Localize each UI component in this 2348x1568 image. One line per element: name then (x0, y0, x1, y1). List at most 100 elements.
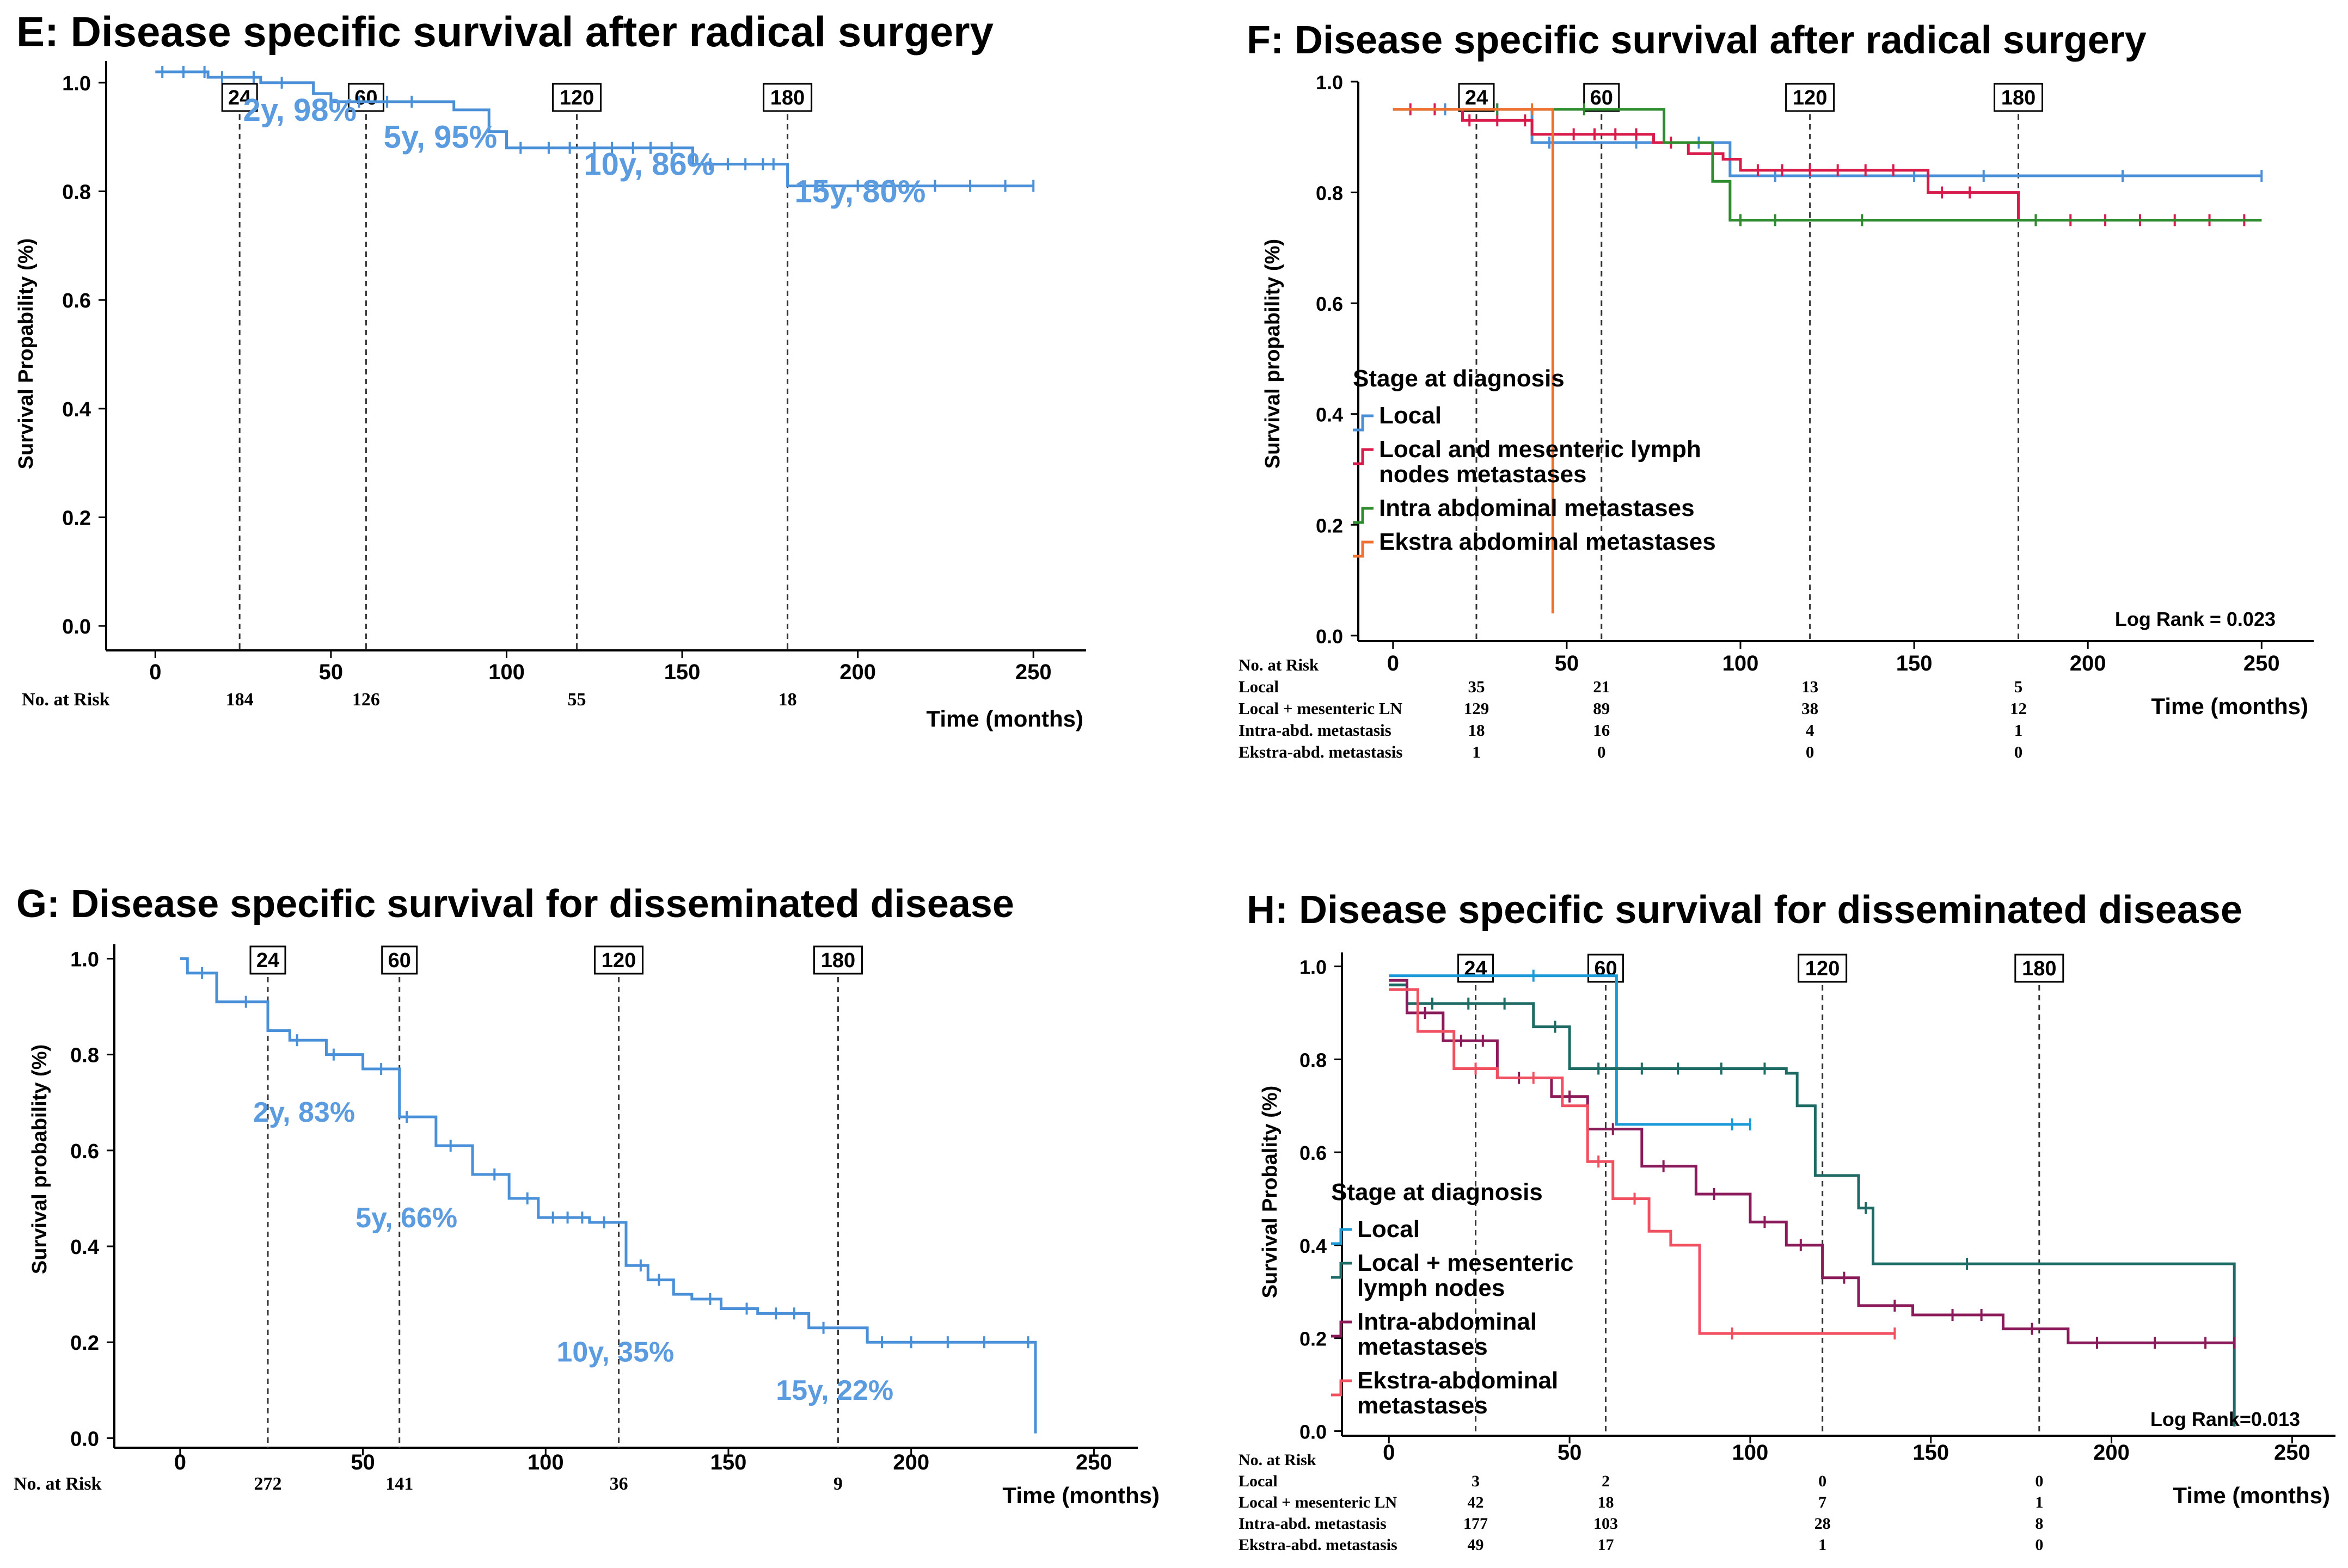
y-axis-label: Survival Probality (%) (1259, 1086, 1282, 1299)
x-tick-label: 200 (893, 1450, 929, 1474)
time-marker-label: 120 (1805, 957, 1840, 980)
y-axis-label: Survival Propability (%) (15, 238, 38, 469)
risk-value: 0 (1806, 742, 1814, 761)
risk-value: 18 (1468, 721, 1485, 740)
x-tick-label: 150 (1896, 651, 1933, 675)
risk-value: 36 (610, 1474, 628, 1494)
survival-annotation: 15y, 22% (776, 1375, 893, 1406)
x-axis-label: Time (months) (926, 706, 1083, 731)
y-tick-label: 0.0 (1316, 625, 1343, 648)
survival-series-3 (1393, 103, 1554, 614)
risk-value: 0 (2035, 1472, 2043, 1490)
x-tick-label: 50 (1558, 1441, 1582, 1465)
chart-panel-f: F: Disease specific survival after radic… (1239, 19, 2314, 761)
chart-panel-e: E: Disease specific survival after radic… (15, 8, 1086, 731)
survival-series-2 (1389, 979, 2236, 1349)
time-marker-box (1457, 954, 1494, 983)
risk-value: 1 (1818, 1536, 1826, 1554)
time-marker-box (1798, 954, 1848, 983)
risk-row-name: Intra-abd. metastasis (1239, 721, 1391, 740)
y-tick-label: 1.0 (62, 72, 91, 95)
risk-value: 272 (254, 1474, 282, 1494)
y-tick-label: 0.0 (62, 616, 91, 638)
x-tick-label: 150 (1912, 1441, 1949, 1465)
y-tick-label: 0.4 (1316, 404, 1343, 426)
survival-annotation: 2y, 83% (253, 1097, 355, 1128)
time-marker-box (552, 83, 602, 112)
time-marker-label: 24 (1465, 87, 1488, 109)
risk-value: 35 (1468, 677, 1485, 696)
chart-title: G: Disease specific survival for dissemi… (16, 882, 1014, 926)
x-tick-label: 250 (2274, 1441, 2310, 1465)
time-marker-label: 60 (1590, 87, 1613, 109)
x-tick-label: 200 (2070, 651, 2106, 675)
x-axis-label: Time (months) (1002, 1483, 1160, 1508)
survival-curve (1389, 979, 2235, 1344)
chart-panel-h: H: Disease specific survival for dissemi… (1239, 888, 2335, 1554)
x-tick-label: 200 (839, 660, 876, 684)
legend-swatch (1353, 414, 1374, 432)
risk-value: 7 (1818, 1493, 1826, 1511)
survival-series-0 (180, 957, 1037, 1434)
y-tick-label: 0.6 (62, 290, 91, 312)
time-marker-box (2014, 954, 2064, 983)
survival-series-0 (155, 65, 1035, 192)
risk-value: 3 (1472, 1472, 1480, 1490)
chart-panel-g: G: Disease specific survival for dissemi… (14, 882, 1160, 1508)
log-rank-label: Log Rank = 0.023 (2115, 608, 2276, 630)
risk-value: 0 (1597, 742, 1606, 761)
risk-value: 42 (1468, 1493, 1484, 1511)
survival-annotation: 5y, 95% (384, 120, 498, 155)
x-tick-label: 0 (1387, 651, 1399, 675)
risk-value: 126 (352, 690, 380, 710)
risk-value: 141 (385, 1474, 413, 1494)
risk-value: 0 (2014, 742, 2023, 761)
x-tick-label: 150 (664, 660, 701, 684)
time-marker-box (594, 945, 644, 975)
log-rank-label: Log Rank=0.013 (2150, 1408, 2300, 1430)
x-axis-label: Time (months) (2173, 1483, 2330, 1508)
y-tick-label: 0.4 (62, 398, 91, 421)
risk-value: 13 (1801, 677, 1818, 696)
time-marker-box (347, 83, 384, 112)
time-marker-box (1994, 83, 2044, 112)
time-marker-label: 180 (821, 949, 855, 972)
legend-label: nodes metastases (1379, 461, 1587, 488)
time-marker-box (1785, 83, 1835, 112)
risk-value: 129 (1464, 699, 1489, 718)
risk-value: 4 (1806, 721, 1814, 740)
y-tick-label: 0.8 (1299, 1049, 1327, 1071)
legend-label: Local + mesenteric (1357, 1250, 1573, 1276)
legend-swatch (1331, 1320, 1352, 1338)
legend-label: Local (1379, 402, 1442, 429)
chart-title: F: Disease specific survival after radic… (1247, 19, 2147, 62)
x-tick-label: 250 (2243, 651, 2280, 675)
risk-value: 89 (1593, 699, 1610, 718)
time-marker-box (1583, 83, 1620, 112)
risk-value: 177 (1463, 1515, 1488, 1533)
time-marker-box (813, 945, 863, 975)
time-marker-label: 60 (388, 949, 411, 972)
survival-curve (1393, 108, 1554, 614)
risk-value: 18 (1597, 1493, 1614, 1511)
risk-value: 55 (568, 690, 586, 710)
legend-title: Stage at diagnosis (1353, 365, 1565, 392)
y-tick-label: 0.8 (70, 1044, 99, 1067)
risk-value: 21 (1593, 677, 1610, 696)
risk-value: 1 (2035, 1493, 2043, 1511)
time-marker-label: 180 (770, 87, 805, 109)
legend-swatch (1353, 540, 1374, 558)
risk-row-name: Local (1239, 1472, 1278, 1490)
y-axis-label: Survival probability (%) (28, 1044, 51, 1274)
survival-curve (1389, 988, 1895, 1335)
y-tick-label: 0.6 (1316, 293, 1343, 315)
time-marker-label: 24 (256, 949, 279, 972)
y-tick-label: 0.8 (62, 181, 91, 204)
risk-value: 49 (1468, 1536, 1484, 1554)
risk-row-name: Local + mesenteric LN (1239, 699, 1402, 718)
legend-label: Intra abdominal metastases (1379, 495, 1695, 521)
risk-table-title: No. at Risk (1239, 655, 1319, 674)
time-marker-label: 120 (560, 87, 594, 109)
risk-value: 103 (1593, 1515, 1618, 1533)
legend-label: Local (1357, 1216, 1420, 1243)
